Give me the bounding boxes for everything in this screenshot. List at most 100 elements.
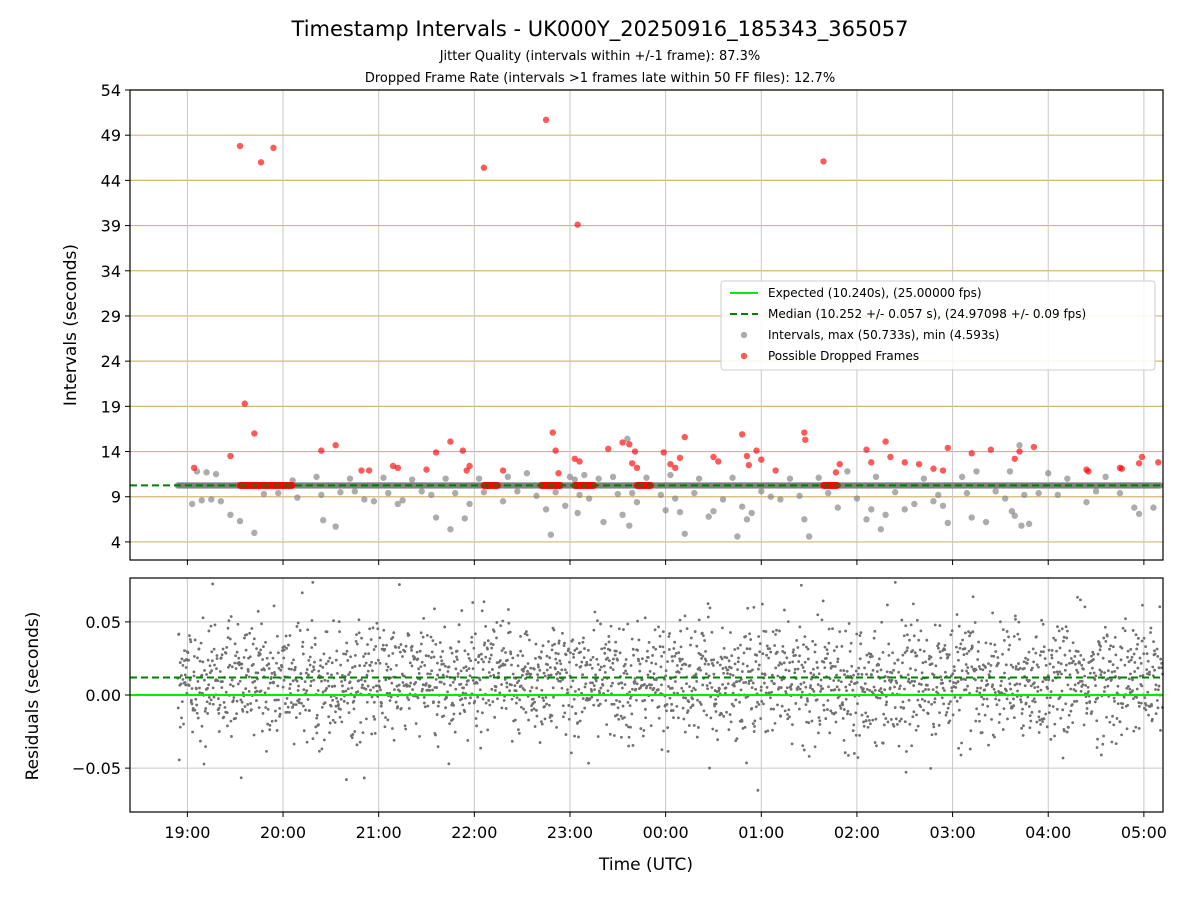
residual-point <box>1017 662 1020 665</box>
residual-point <box>580 710 584 714</box>
residual-point <box>362 655 365 658</box>
residual-point <box>1024 656 1027 660</box>
residual-point <box>604 699 608 702</box>
residual-point <box>586 648 590 652</box>
residual-point <box>1100 670 1104 674</box>
residual-point <box>268 681 272 685</box>
residual-point <box>544 696 548 699</box>
residual-point <box>764 730 768 734</box>
residual-point <box>602 664 606 668</box>
residual-point <box>441 673 445 677</box>
residual-point <box>808 710 812 713</box>
residual-point <box>499 624 503 628</box>
residual-point <box>748 632 752 636</box>
residual-point <box>1015 682 1019 686</box>
residual-point <box>976 649 980 653</box>
residual-point <box>720 657 724 661</box>
residual-point <box>869 722 872 726</box>
residual-point <box>314 725 318 729</box>
residual-point <box>938 711 941 715</box>
residual-point <box>889 718 893 721</box>
residual-point <box>554 651 558 655</box>
residual-point <box>407 706 411 710</box>
residual-point <box>282 656 286 660</box>
residual-point <box>1123 629 1127 633</box>
residual-point <box>939 656 943 660</box>
residual-point <box>533 725 537 728</box>
residual-point <box>931 688 935 692</box>
residual-point <box>872 685 876 689</box>
residual-point <box>819 684 823 688</box>
residual-point <box>741 662 745 666</box>
residual-point <box>978 719 981 723</box>
residual-point <box>208 664 212 668</box>
residuals-ytick-label-2: −0.05 <box>72 759 121 778</box>
residual-point <box>1001 628 1005 632</box>
residual-point <box>826 699 830 702</box>
residual-point <box>940 678 944 682</box>
residual-point <box>960 669 964 673</box>
residual-point <box>679 645 683 649</box>
dropped-frame-point <box>358 467 365 474</box>
residual-point <box>183 659 186 663</box>
residual-point <box>1008 643 1012 647</box>
interval-point <box>920 475 928 482</box>
residual-point <box>839 669 843 672</box>
residual-point <box>1026 658 1030 661</box>
residual-point <box>1133 661 1137 664</box>
dropped-frame-point <box>1011 455 1018 462</box>
residual-point <box>854 669 858 673</box>
residual-point <box>932 722 935 726</box>
residual-point <box>643 616 647 620</box>
residual-point <box>422 701 426 705</box>
residual-point <box>1072 700 1076 703</box>
residual-point <box>335 671 339 675</box>
residual-point <box>504 651 507 654</box>
residual-point <box>884 703 888 707</box>
residual-point <box>628 704 632 708</box>
residual-point <box>620 681 624 685</box>
residual-point <box>974 719 978 723</box>
residual-point <box>1070 703 1074 706</box>
residual-point <box>290 661 294 665</box>
residual-point <box>465 683 468 687</box>
dropped-frame-point <box>1118 465 1126 472</box>
residual-point <box>378 661 382 665</box>
interval-point <box>294 494 301 501</box>
residual-point <box>976 658 980 661</box>
residual-point <box>863 666 866 670</box>
residual-point <box>1056 672 1060 676</box>
residual-point <box>816 683 820 686</box>
residual-point <box>816 613 820 617</box>
residual-point <box>700 631 704 635</box>
residual-point <box>775 650 779 654</box>
residual-point <box>280 665 284 669</box>
residual-point <box>677 671 681 674</box>
residual-point <box>561 704 565 708</box>
residual-point <box>383 647 387 651</box>
residual-point <box>687 724 691 727</box>
residual-point <box>178 725 182 729</box>
dropped-frame-point <box>423 466 430 473</box>
residual-point <box>1130 655 1134 659</box>
residual-point <box>422 696 426 699</box>
residual-point <box>222 715 226 719</box>
residual-point <box>1096 737 1099 741</box>
residual-point <box>1014 665 1018 668</box>
residual-point <box>180 657 184 661</box>
residual-point <box>593 610 597 614</box>
x-tick-label-9: 04:00 <box>1025 823 1071 842</box>
residual-point <box>796 667 800 671</box>
residual-point <box>630 712 634 716</box>
residual-point <box>278 712 282 716</box>
residual-point <box>1124 617 1127 621</box>
residual-point <box>771 728 774 732</box>
residual-point <box>939 675 943 679</box>
residual-point <box>1050 656 1054 660</box>
residual-point <box>430 650 434 654</box>
dropped-frame-point <box>882 438 889 445</box>
residual-point <box>358 664 362 667</box>
dropped-frame-point <box>868 459 875 466</box>
residual-point <box>510 663 513 667</box>
dropped-frame-point <box>1135 460 1143 467</box>
